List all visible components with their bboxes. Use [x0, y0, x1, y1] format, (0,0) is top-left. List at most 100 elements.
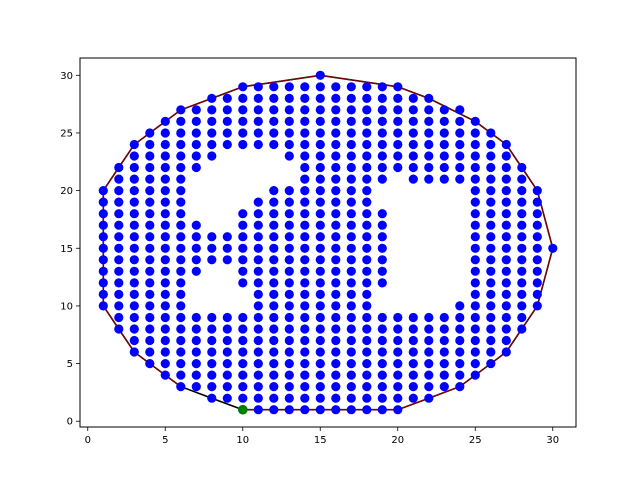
scatter-point [191, 255, 201, 265]
scatter-point [455, 174, 465, 184]
scatter-point [362, 359, 372, 369]
scatter-point [284, 151, 294, 161]
scatter-point [191, 370, 201, 380]
scatter-point [470, 312, 480, 323]
scatter-point [129, 139, 139, 150]
scatter-point [548, 243, 558, 253]
scatter-point [253, 116, 263, 126]
scatter-point [222, 359, 232, 369]
scatter-point [176, 139, 186, 150]
scatter-point [470, 197, 480, 207]
scatter-point [470, 209, 480, 219]
scatter-point [393, 128, 403, 138]
scatter-point [238, 278, 248, 288]
scatter-point [284, 105, 294, 115]
scatter-point [331, 139, 341, 150]
y-tick-label: 5 [67, 359, 73, 370]
scatter-point [284, 312, 294, 323]
scatter-point [269, 209, 279, 219]
scatter-point [532, 243, 542, 253]
scatter-point [331, 255, 341, 265]
scatter-point [362, 186, 372, 196]
scatter-point [300, 82, 310, 92]
scatter-point [222, 105, 232, 115]
scatter-point [486, 232, 496, 242]
scatter-point [238, 382, 248, 392]
scatter-point [176, 278, 186, 288]
scatter-point [238, 255, 248, 265]
scatter-point [114, 266, 124, 276]
scatter-point [362, 197, 372, 207]
scatter-point [470, 151, 480, 161]
scatter-point [439, 128, 449, 138]
scatter-point [486, 312, 496, 323]
scatter-point [253, 128, 263, 138]
scatter-point [253, 197, 263, 207]
scatter-point [300, 151, 310, 161]
scatter-point [207, 347, 217, 357]
scatter-point [470, 186, 480, 196]
scatter-point [331, 162, 341, 173]
scatter-point [253, 370, 263, 380]
scatter-point [362, 382, 372, 392]
scatter-point [176, 370, 186, 380]
scatter-point [486, 278, 496, 288]
scatter-point [222, 116, 232, 126]
scatter-point [284, 139, 294, 150]
scatter-point [377, 359, 387, 369]
scatter-point [114, 197, 124, 207]
y-tick-label: 10 [60, 301, 73, 312]
scatter-point [331, 312, 341, 323]
scatter-point [145, 186, 155, 196]
scatter-point [424, 128, 434, 138]
scatter-point [362, 220, 372, 230]
scatter-point [269, 139, 279, 150]
scatter-point [439, 105, 449, 115]
scatter-point [362, 174, 372, 184]
scatter-point [486, 289, 496, 299]
scatter-point [346, 301, 356, 311]
scatter-point [377, 393, 387, 403]
scatter-point [300, 116, 310, 126]
scatter-point [129, 243, 139, 253]
scatter-point [346, 93, 356, 103]
start-layer [238, 404, 248, 415]
scatter-point [439, 359, 449, 369]
scatter-point [207, 382, 217, 392]
scatter-point [517, 301, 527, 311]
scatter-point [207, 93, 217, 103]
scatter-point [377, 116, 387, 126]
scatter-point [362, 162, 372, 173]
scatter-point [315, 209, 325, 219]
scatter-point [393, 382, 403, 392]
scatter-point [315, 301, 325, 311]
scatter-point [284, 116, 294, 126]
scatter-point [253, 105, 263, 115]
scatter-point [439, 324, 449, 334]
scatter-point [300, 128, 310, 138]
scatter-point [424, 382, 434, 392]
scatter-point [377, 255, 387, 265]
scatter-point [300, 186, 310, 196]
scatter-point [129, 174, 139, 184]
scatter-point [346, 266, 356, 276]
scatter-point [393, 405, 403, 415]
scatter-point [222, 139, 232, 150]
scatter-point [455, 347, 465, 357]
scatter-point [269, 324, 279, 334]
scatter-point [284, 393, 294, 403]
scatter-point [253, 359, 263, 369]
scatter-point [114, 220, 124, 230]
scatter-point [455, 335, 465, 346]
scatter-point [222, 312, 232, 323]
scatter-point [191, 116, 201, 126]
scatter-point [238, 209, 248, 219]
scatter-point [284, 255, 294, 265]
scatter-point [408, 335, 418, 346]
scatter-point [362, 324, 372, 334]
scatter-point [98, 220, 108, 230]
scatter-point [346, 324, 356, 334]
scatter-point [284, 266, 294, 276]
scatter-point [253, 232, 263, 242]
